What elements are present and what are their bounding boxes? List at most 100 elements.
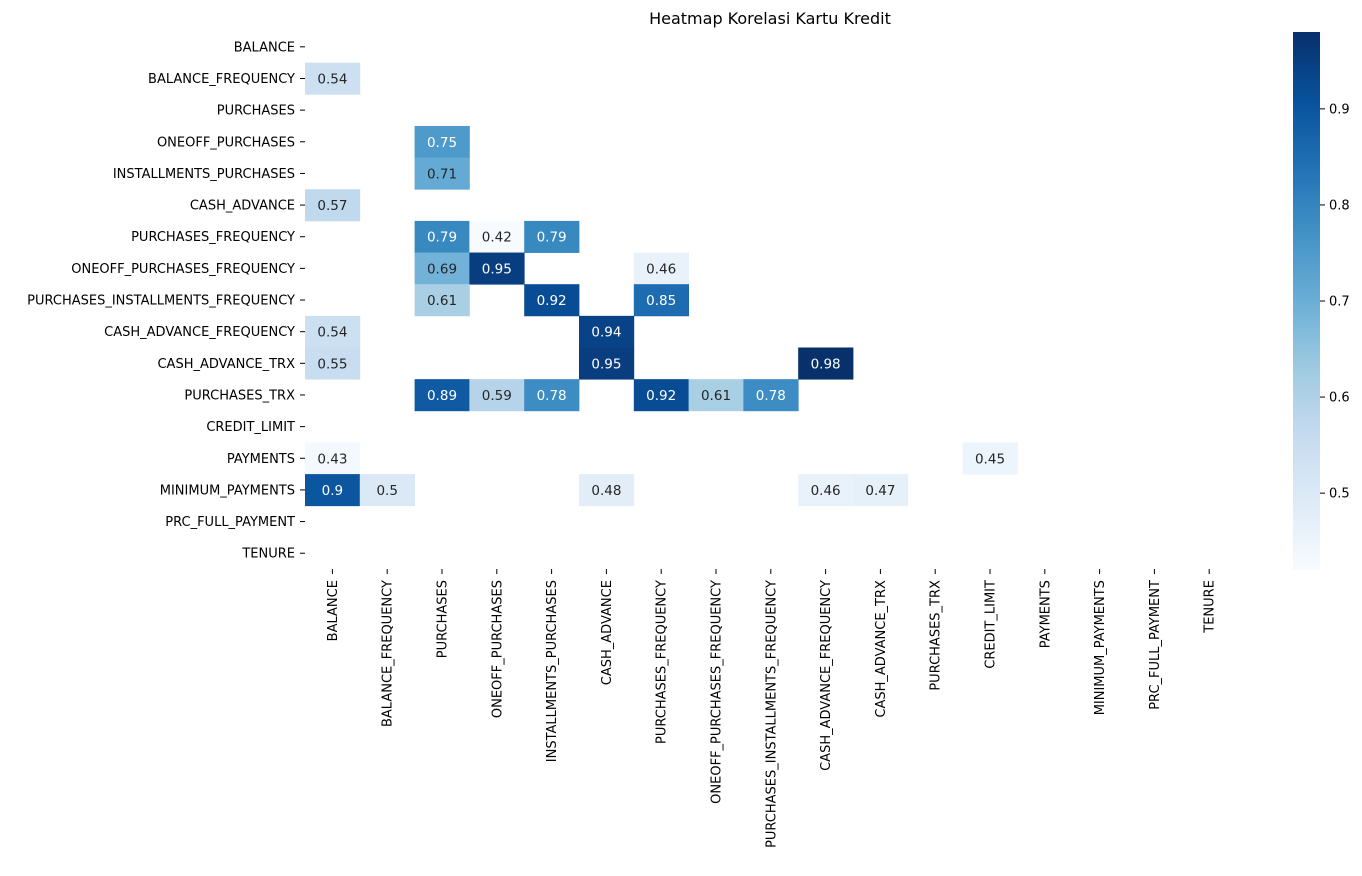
y-tick-label: CASH_ADVANCE_TRX [157, 357, 295, 372]
cell-rect [414, 252, 470, 285]
cell-rect [633, 284, 689, 317]
cell-value-label: 0.54 [317, 325, 347, 341]
cell-value-label: 0.48 [591, 483, 621, 499]
heatmap-cell: 0.71 [414, 157, 470, 190]
colorbar-tick-label: 0.6 [1329, 391, 1350, 406]
x-tick-label: CASH_ADVANCE [600, 580, 615, 685]
heatmap-cell: 0.79 [414, 220, 470, 253]
cell-value-label: 0.59 [482, 388, 512, 404]
cell-rect [305, 347, 361, 380]
heatmap-cell: 0.94 [579, 315, 635, 348]
x-tick-label: PURCHASES_FREQUENCY [655, 580, 670, 744]
cell-rect [524, 284, 580, 317]
x-tick-label: CREDIT_LIMIT [984, 580, 999, 669]
cell-rect [305, 442, 361, 475]
cell-rect [579, 347, 635, 380]
y-tick-label: CREDIT_LIMIT [206, 420, 295, 435]
heatmap-cell: 0.54 [305, 62, 361, 95]
y-tick-label: PAYMENTS [227, 452, 295, 467]
x-tick-label: ONEOFF_PURCHASES_FREQUENCY [710, 580, 725, 804]
cell-rect [359, 474, 415, 507]
cell-rect [633, 252, 689, 285]
cell-rect [743, 379, 799, 412]
cell-value-label: 0.75 [427, 135, 457, 151]
heatmap-cell: 0.42 [469, 220, 525, 253]
cell-rect [798, 474, 854, 507]
cell-rect [688, 379, 744, 412]
heatmap-cell: 0.47 [853, 474, 909, 507]
cell-rect [414, 220, 470, 253]
cell-rect [414, 379, 470, 412]
cell-value-label: 0.98 [811, 356, 841, 372]
cell-rect [414, 125, 470, 158]
heatmap-cell: 0.78 [524, 379, 580, 412]
heatmap-cell: 0.78 [743, 379, 799, 412]
cell-rect [633, 379, 689, 412]
heatmap-cell: 0.75 [414, 125, 470, 158]
x-tick-label: PURCHASES_INSTALLMENTS_FREQUENCY [764, 580, 779, 848]
cell-rect [579, 315, 635, 348]
y-tick-label: BALANCE_FREQUENCY [148, 72, 295, 87]
colorbar-gradient [1293, 32, 1320, 570]
x-tick-label: PRC_FULL_PAYMENT [1148, 580, 1163, 710]
cell-rect [469, 252, 525, 285]
cell-value-label: 0.55 [317, 356, 347, 372]
y-axis-tick-labels: BALANCE BALANCE_FREQUENCY PURCHASES ONEOFF_… [27, 40, 305, 562]
x-tick-label: PURCHASES_TRX [929, 580, 944, 691]
cell-rect [798, 347, 854, 380]
cell-value-label: 0.94 [591, 325, 621, 341]
colorbar-tick-label: 0.5 [1329, 487, 1350, 502]
cell-value-label: 0.89 [427, 388, 457, 404]
heatmap-cell: 0.57 [305, 189, 361, 222]
cell-value-label: 0.47 [865, 483, 895, 499]
heatmap-cell: 0.5 [359, 474, 415, 507]
cell-rect [579, 474, 635, 507]
y-tick-label: PRC_FULL_PAYMENT [165, 515, 295, 530]
x-tick-label: PURCHASES [436, 580, 451, 658]
colorbar: 0.5 0.6 0.7 0.8 0.9 [1293, 32, 1350, 570]
heatmap-cells: 0.54 0.75 0.71 0.57 0.79 0.42 0.79 0.69 0.95 0.46… [305, 62, 1018, 507]
heatmap-cell: 0.92 [633, 379, 689, 412]
heatmap-cell: 0.95 [469, 252, 525, 285]
cell-rect [524, 220, 580, 253]
cell-value-label: 0.57 [317, 198, 347, 214]
heatmap-cell: 0.46 [798, 474, 854, 507]
heatmap-cell: 0.95 [579, 347, 635, 380]
cell-rect [305, 474, 361, 507]
cell-value-label: 0.5 [376, 483, 397, 499]
cell-value-label: 0.9 [322, 483, 343, 499]
x-tick-label: INSTALLMENTS_PURCHASES [545, 580, 560, 762]
x-tick-label: CASH_ADVANCE_TRX [874, 580, 889, 718]
heatmap-cell: 0.48 [579, 474, 635, 507]
cell-rect [305, 189, 361, 222]
heatmap-cell: 0.79 [524, 220, 580, 253]
cell-value-label: 0.95 [482, 261, 512, 277]
heatmap-cell: 0.92 [524, 284, 580, 317]
x-tick-label: ONEOFF_PURCHASES [490, 580, 505, 718]
x-tick-label: CASH_ADVANCE_FREQUENCY [819, 580, 834, 771]
cell-rect [414, 284, 470, 317]
cell-rect [469, 379, 525, 412]
cell-value-label: 0.61 [427, 293, 457, 309]
x-tick-label: MINIMUM_PAYMENTS [1093, 580, 1108, 715]
chart-title: Heatmap Korelasi Kartu Kredit [649, 9, 891, 28]
x-axis-tick-labels: BALANCE BALANCE_FREQUENCY PURCHASES ONEOFF_… [326, 569, 1218, 848]
cell-rect [469, 220, 525, 253]
heatmap-cell: 0.85 [633, 284, 689, 317]
x-tick-label: TENURE [1203, 580, 1218, 634]
cell-value-label: 0.43 [317, 451, 347, 467]
cell-rect [305, 62, 361, 95]
cell-rect [414, 157, 470, 190]
y-tick-label: CASH_ADVANCE [190, 199, 295, 214]
cell-value-label: 0.92 [646, 388, 676, 404]
cell-rect [305, 315, 361, 348]
y-tick-label: MINIMUM_PAYMENTS [160, 483, 295, 498]
heatmap-cell: 0.59 [469, 379, 525, 412]
heatmap-cell: 0.55 [305, 347, 361, 380]
y-tick-label: PURCHASES_FREQUENCY [131, 230, 295, 245]
y-tick-label: ONEOFF_PURCHASES_FREQUENCY [71, 262, 295, 277]
x-tick-label: BALANCE [326, 580, 341, 641]
cell-value-label: 0.85 [646, 293, 676, 309]
heatmap-cell: 0.69 [414, 252, 470, 285]
